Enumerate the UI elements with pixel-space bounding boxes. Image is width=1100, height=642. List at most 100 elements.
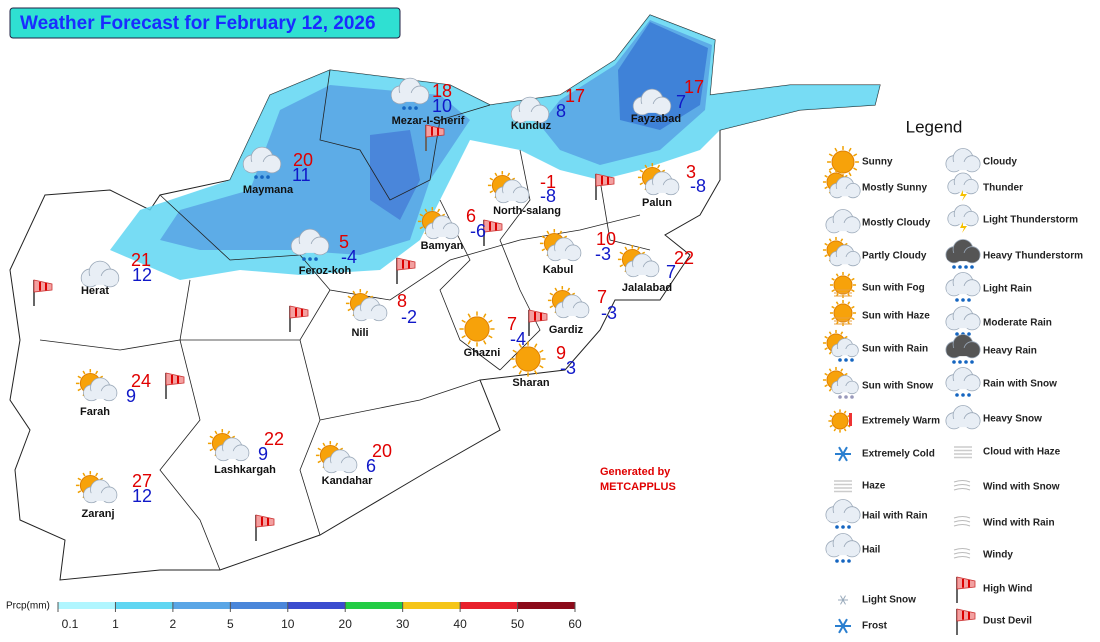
min-temp: -3 [601,303,617,323]
weather-icon [165,372,185,399]
drop [955,298,959,302]
legend-label: Heavy Rain [983,346,1037,357]
cloud [826,547,860,556]
sun-ray [851,305,855,309]
sun-ray [419,226,424,230]
min-temp: 7 [676,92,686,112]
max-temp: 20 [293,150,313,170]
weather-icon [947,204,979,233]
legend-label: Partly Cloudy [862,251,927,262]
title: Weather Forecast for February 12, 2026 [20,13,376,34]
precip-tick-label: 60 [568,617,582,631]
drop [835,525,839,529]
cloud [392,93,428,102]
min-temp: -2 [401,307,417,327]
legend-label: Dust Devil [983,616,1032,627]
weather-icon [829,299,857,327]
windsock [396,257,416,271]
city-name: Jalalabad [622,282,672,294]
min-temp: 9 [126,386,136,406]
weather-icon [417,207,460,240]
windsock [956,608,976,622]
sun-ray [95,472,99,477]
max-temp: 20 [372,441,392,461]
city-name: Mezar-I-Sherif [392,115,465,127]
cloud [82,276,118,285]
weather-icon [825,209,861,234]
sun-ray [639,182,644,186]
drop [958,265,962,269]
weather-icon [80,260,120,288]
sun-ray [512,349,517,353]
drop [955,393,959,397]
max-temp: -1 [540,172,556,192]
cloud [946,286,980,295]
weather-icon [396,257,416,284]
legend-label: Windy [983,550,1013,561]
legend-label: Heavy Snow [983,414,1042,425]
title-box [9,7,401,39]
sun [833,303,853,323]
cloud [512,112,548,121]
legend-label: Frost [862,621,888,632]
min-temp: 8 [556,101,566,121]
sun-ray [483,340,487,345]
sun-ray [489,177,494,181]
sun-ray [95,370,99,375]
precip-swatch [517,602,575,609]
max-temp: 10 [596,229,616,249]
sun-ray [824,174,828,178]
legend-label: Sunny [862,157,893,168]
sun-ray [227,430,231,435]
drop [850,358,854,362]
sun-ray [843,410,847,414]
weather-icon [945,272,981,302]
legend-label: Wind with Snow [983,482,1060,493]
sun-ray [489,190,494,194]
sun-ray [828,153,833,157]
drop [850,395,854,399]
sun-ray [844,372,848,376]
bolt [960,222,967,233]
precip-tick-label: 1 [112,617,119,631]
sun-ray [534,370,538,375]
cloud [84,391,117,400]
sun-ray [828,170,832,174]
weather-icon [834,480,852,493]
sun-ray [419,213,424,217]
weather-icon [637,163,680,196]
legend-label: Light Rain [983,284,1032,295]
min-temp: -4 [341,247,357,267]
wind [953,484,971,487]
drop [958,360,962,364]
sun-ray [619,264,624,268]
precip-swatch [287,602,346,609]
flake [838,446,848,462]
weather-icon [510,96,550,124]
sun-ray [534,343,538,348]
flake [840,595,846,605]
weather-icon [595,173,615,200]
weather-icon [75,369,118,402]
min-temp: 11 [292,165,311,185]
sun-ray [843,428,847,432]
sun-ray [494,172,498,177]
sun-ray [851,317,855,321]
weather-icon [290,228,330,261]
sun-ray [824,335,828,339]
weather-icon [956,608,976,635]
sun-ray [637,246,641,251]
sun-ray [424,208,428,213]
city-name: Nili [351,327,368,339]
min-temp: -3 [560,358,576,378]
sun-ray [82,370,86,375]
sun-ray [467,313,471,318]
weather-icon [207,429,250,462]
windsock [956,576,976,590]
city-name: Sharan [512,377,550,389]
drop [847,559,851,563]
legend-label: Sun with Haze [862,311,930,322]
legend-label: High Wind [983,584,1032,595]
sun-ray [77,388,82,392]
weather-icon [945,367,981,397]
